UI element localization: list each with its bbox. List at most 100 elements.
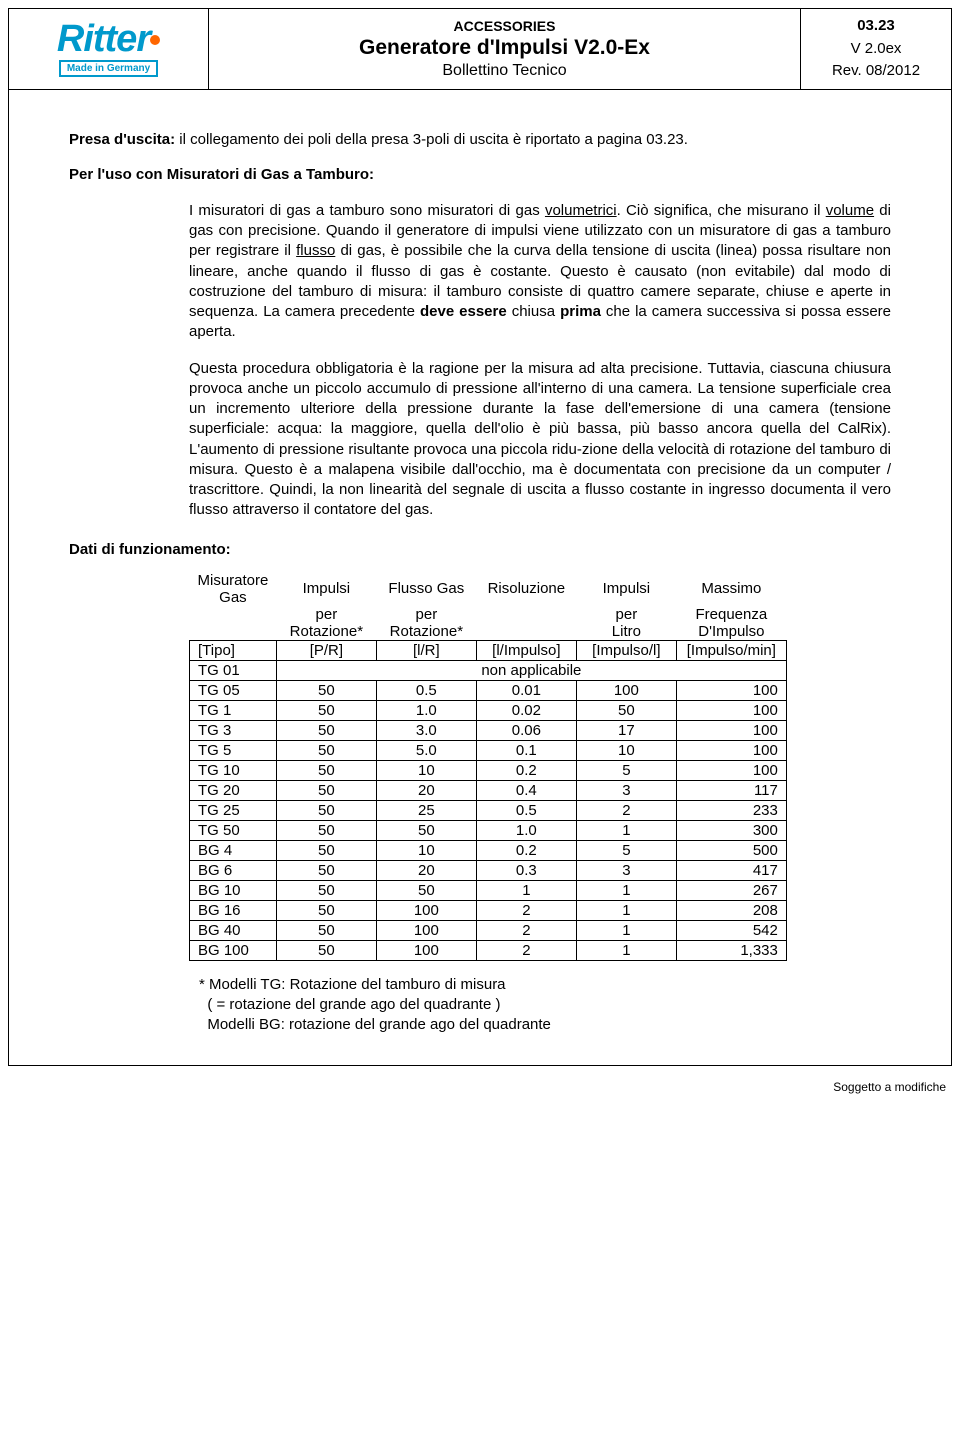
table-cell: 3.0	[376, 720, 476, 740]
table-row: TG 2050200.43117	[190, 780, 787, 800]
table-cell: 542	[676, 920, 786, 940]
table-cell-na: non applicabile	[276, 660, 786, 680]
table-header-row: MisuratoreGasImpulsiFlusso GasRisoluzion…	[190, 572, 787, 606]
logo-tagline: Made in Germany	[59, 60, 158, 77]
table-cell: 5	[576, 760, 676, 780]
footnote-line-1: * Modelli TG: Rotazione del tamburo di m…	[199, 975, 891, 995]
table-header-cell: per	[576, 606, 676, 623]
table-cell: 1	[576, 940, 676, 960]
table-cell-type: BG 40	[190, 920, 277, 940]
table-row: BG 165010021208	[190, 900, 787, 920]
table-units-row: [Tipo][P/R][l/R][l/Impulso][Impulso/l][I…	[190, 640, 787, 660]
table-cell: 25	[376, 800, 476, 820]
table-cell: 50	[276, 820, 376, 840]
data-heading: Dati di funzionamento:	[69, 541, 891, 558]
table-cell-type: BG 6	[190, 860, 277, 880]
table-header-cell: Massimo	[676, 572, 786, 606]
table-cell: 50	[276, 860, 376, 880]
table-cell: 500	[676, 840, 786, 860]
table-row: TG 05500.50.01100100	[190, 680, 787, 700]
table-header-cell: Impulsi	[576, 572, 676, 606]
table-cell-type: TG 5	[190, 740, 277, 760]
table-cell-type: TG 1	[190, 700, 277, 720]
table-cell: 20	[376, 860, 476, 880]
table-cell: 2	[576, 800, 676, 820]
table-cell: 10	[376, 760, 476, 780]
output-text: il collegamento dei poli della presa 3-p…	[175, 131, 688, 148]
table-cell: 50	[276, 840, 376, 860]
p1a: I misuratori di gas a tamburo sono misur…	[189, 202, 545, 219]
table-row: BG 10505011267	[190, 880, 787, 900]
table-cell: 0.2	[476, 840, 576, 860]
table-header-cell	[190, 606, 277, 623]
table-cell: 50	[276, 880, 376, 900]
table-cell: 50	[376, 820, 476, 840]
table-header-cell: Frequenza	[676, 606, 786, 623]
table-cell: 1.0	[476, 820, 576, 840]
table-cell-type: TG 50	[190, 820, 277, 840]
table-cell: 100	[676, 720, 786, 740]
table-cell: 1	[576, 900, 676, 920]
table-cell: 50	[276, 900, 376, 920]
footnote-line-3: Modelli BG: rotazione del grande ago del…	[199, 1015, 891, 1035]
table-cell: 267	[676, 880, 786, 900]
table-cell: 3	[576, 780, 676, 800]
table-cell: 0.1	[476, 740, 576, 760]
footnote-line-2: ( = rotazione del grande ago del quadran…	[199, 995, 891, 1015]
table-cell: 100	[376, 900, 476, 920]
table-unit-cell: [Impulso/min]	[676, 640, 786, 660]
logo-cell: Ritter Made in Germany	[9, 9, 209, 89]
table-cell: 10	[376, 840, 476, 860]
table-header-cell: D'Impulso	[676, 623, 786, 641]
doc-revision: Rev. 08/2012	[811, 60, 941, 83]
table-cell-type: TG 3	[190, 720, 277, 740]
table-cell: 50	[276, 780, 376, 800]
table-header-row: Rotazione*Rotazione*LitroD'Impulso	[190, 623, 787, 641]
table-cell: 233	[676, 800, 786, 820]
table-cell: 100	[676, 700, 786, 720]
table-cell: 0.3	[476, 860, 576, 880]
p1b: . Ciò significa, che misurano il	[617, 202, 826, 219]
table-cell: 0.5	[476, 800, 576, 820]
table-cell-type: TG 01	[190, 660, 277, 680]
table-cell: 50	[576, 700, 676, 720]
table-cell: 208	[676, 900, 786, 920]
doc-version: V 2.0ex	[811, 38, 941, 61]
section-output-socket: Presa d'uscita: il collegamento dei poli…	[69, 130, 891, 150]
table-row: TG 01non applicabile	[190, 660, 787, 680]
doc-title: Generatore d'Impulsi V2.0-Ex	[219, 36, 790, 60]
table-unit-cell: [Impulso/l]	[576, 640, 676, 660]
table-cell: 20	[376, 780, 476, 800]
table-cell-type: TG 25	[190, 800, 277, 820]
table-cell: 50	[276, 720, 376, 740]
table-cell-type: TG 10	[190, 760, 277, 780]
p1b2: prima	[560, 303, 601, 320]
table-row: TG 2550250.52233	[190, 800, 787, 820]
table-cell: 50	[376, 880, 476, 900]
p1e: chiusa	[507, 303, 560, 320]
doc-subtitle: Bollettino Tecnico	[219, 62, 790, 80]
table-cell: 0.02	[476, 700, 576, 720]
table-cell: 0.4	[476, 780, 576, 800]
table-header-cell	[190, 623, 277, 641]
table-cell: 117	[676, 780, 786, 800]
table-unit-cell: [l/Impulso]	[476, 640, 576, 660]
table-row: TG 5505.00.110100	[190, 740, 787, 760]
table-cell: 1	[576, 880, 676, 900]
table-row: TG 1501.00.0250100	[190, 700, 787, 720]
table-header-cell: Rotazione*	[276, 623, 376, 641]
table-cell: 50	[276, 680, 376, 700]
table-cell: 100	[576, 680, 676, 700]
table-cell: 1	[576, 820, 676, 840]
table-cell: 0.01	[476, 680, 576, 700]
table-cell: 100	[676, 760, 786, 780]
table-header-cell: Risoluzione	[476, 572, 576, 606]
table-row: TG 3503.00.0617100	[190, 720, 787, 740]
table-cell-type: TG 05	[190, 680, 277, 700]
table-cell: 1.0	[376, 700, 476, 720]
table-cell: 1	[476, 880, 576, 900]
document-header: Ritter Made in Germany ACCESSORIES Gener…	[9, 9, 951, 90]
table-cell: 3	[576, 860, 676, 880]
p1u3: flusso	[296, 242, 335, 259]
table-unit-cell: [P/R]	[276, 640, 376, 660]
